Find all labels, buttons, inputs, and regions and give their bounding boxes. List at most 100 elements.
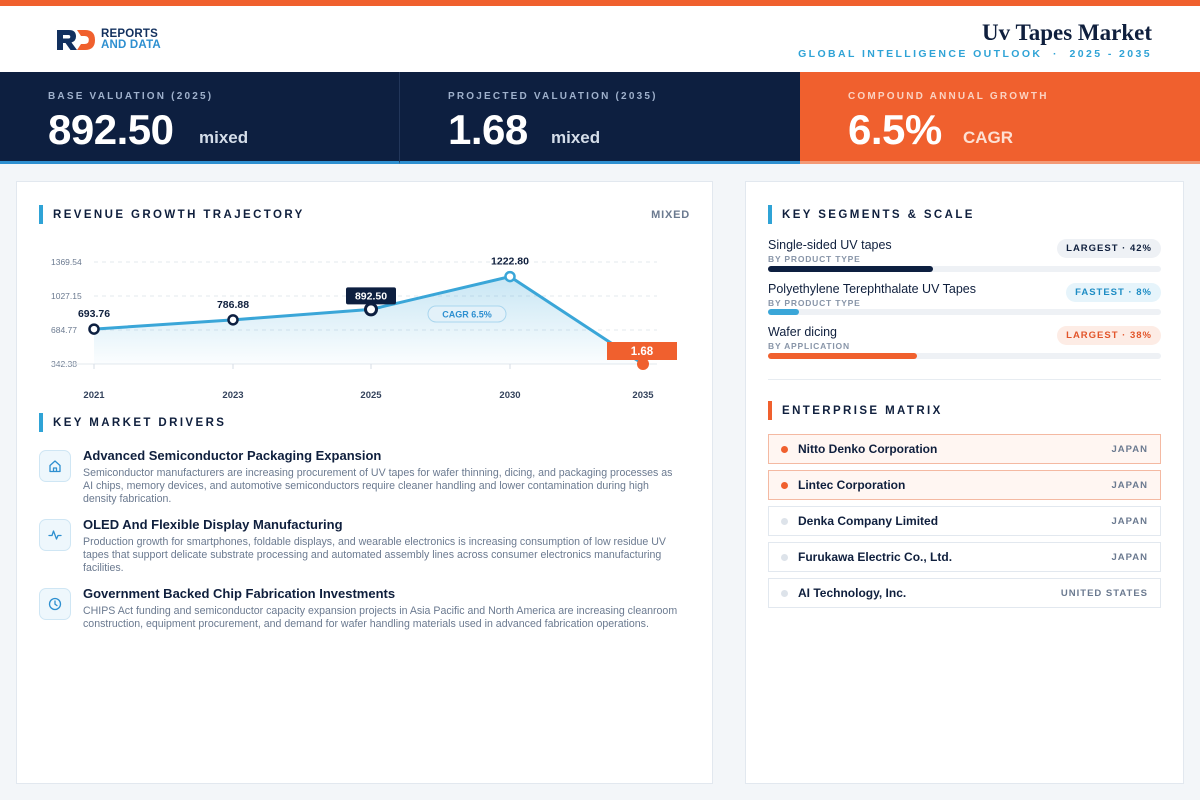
- logo: REPORTS AND DATA: [55, 28, 161, 52]
- segment-track: [768, 266, 1161, 272]
- kpi-cagr: COMPOUND ANNUAL GROWTH 6.5% CAGR: [800, 72, 1200, 164]
- company-country: JAPAN: [1111, 480, 1148, 491]
- logo-line-2: AND DATA: [101, 39, 161, 51]
- status-dot: [781, 554, 788, 561]
- segment-badge: LARGEST · 38%: [1057, 326, 1161, 345]
- driver-text: CHIPS Act funding and semiconductor capa…: [83, 605, 678, 630]
- building-icon: [39, 450, 71, 482]
- section-title: KEY MARKET DRIVERS: [53, 416, 227, 429]
- segment-track: [768, 353, 1161, 359]
- company-name: Lintec Corporation: [798, 478, 906, 492]
- driver-text: Production growth for smartphones, folda…: [83, 536, 666, 574]
- company-country: UNITED STATES: [1060, 588, 1148, 599]
- x-tick-label: 2023: [222, 390, 243, 401]
- section-title: REVENUE GROWTH TRAJECTORY: [53, 208, 305, 221]
- data-point: [504, 270, 516, 283]
- segment-category: BY PRODUCT TYPE: [768, 298, 861, 308]
- segment-name: Polyethylene Terephthalate UV Tapes: [768, 282, 977, 296]
- section-accent: [768, 205, 772, 224]
- section-accent: [39, 205, 43, 224]
- driver-item: Advanced Semiconductor Packaging Expansi…: [39, 448, 679, 506]
- unit-tag: MIXED: [651, 209, 690, 221]
- kpi-value: 6.5%: [848, 106, 942, 153]
- revenue-section-header: REVENUE GROWTH TRAJECTORY: [39, 205, 305, 224]
- kpi-unit: mixed: [199, 128, 249, 147]
- section-title: KEY SEGMENTS & SCALE: [782, 208, 975, 221]
- segment-track: [768, 309, 1161, 315]
- x-tick-label: 2025: [360, 390, 382, 401]
- data-point: [364, 302, 378, 317]
- data-label: 1.68: [631, 346, 654, 358]
- enterprise-row[interactable]: Denka Company Limited JAPAN: [768, 506, 1161, 536]
- kpi-base-valuation: BASE VALUATION (2025) 892.50 mixed: [0, 72, 400, 164]
- value-label-box: [607, 342, 677, 360]
- segment-bar: [768, 266, 933, 272]
- data-label: 1222.80: [491, 256, 529, 268]
- data-point: [88, 323, 100, 335]
- status-dot: [781, 590, 788, 597]
- data-point: [637, 358, 649, 370]
- drivers-section-header: KEY MARKET DRIVERS: [39, 413, 226, 432]
- segment-name: Wafer dicing: [768, 325, 838, 339]
- logo-mark-icon: [57, 30, 95, 50]
- right-panel: KEY SEGMENTS & SCALE Single-sided UV tap…: [745, 181, 1184, 784]
- section-accent: [768, 401, 772, 420]
- x-tick-label: 2021: [83, 390, 105, 401]
- kpi-label: BASE VALUATION (2025): [48, 91, 214, 102]
- segment-category: BY APPLICATION: [768, 341, 850, 351]
- enterprise-row[interactable]: AI Technology, Inc. UNITED STATES: [768, 578, 1161, 608]
- driver-item: OLED And Flexible Display Manufacturing …: [39, 517, 679, 575]
- segment-badge: FASTEST · 8%: [1066, 283, 1161, 302]
- company-country: JAPAN: [1111, 516, 1148, 527]
- section-accent: [39, 413, 43, 432]
- data-label: 892.50: [355, 290, 387, 302]
- section-title: ENTERPRISE MATRIX: [782, 404, 943, 417]
- data-label: 786.88: [217, 299, 249, 311]
- segment-item: Polyethylene Terephthalate UV Tapes BY P…: [768, 282, 1161, 315]
- segments-section-header: KEY SEGMENTS & SCALE: [768, 205, 975, 224]
- segment-bar: [768, 353, 918, 359]
- company-name: Furukawa Electric Co., Ltd.: [798, 550, 953, 564]
- y-tick-label: 1369.54: [51, 257, 82, 267]
- enterprise-row[interactable]: Nitto Denko Corporation JAPAN: [768, 434, 1161, 464]
- driver-title: Advanced Semiconductor Packaging Expansi…: [83, 448, 382, 463]
- enterprise-section-header: ENTERPRISE MATRIX: [768, 401, 943, 420]
- driver-item: Government Backed Chip Fabrication Inves…: [39, 586, 679, 631]
- status-dot: [781, 518, 788, 525]
- company-country: JAPAN: [1111, 444, 1148, 455]
- driver-title: OLED And Flexible Display Manufacturing: [83, 517, 343, 532]
- company-name: Nitto Denko Corporation: [798, 442, 938, 456]
- top-accent-bar: [0, 0, 1200, 6]
- driver-title: Government Backed Chip Fabrication Inves…: [83, 586, 396, 601]
- cagr-annotation: CAGR 6.5%: [427, 305, 507, 323]
- company-country: JAPAN: [1111, 552, 1148, 563]
- company-name: AI Technology, Inc.: [798, 586, 907, 600]
- kpi-label: COMPOUND ANNUAL GROWTH: [848, 91, 1049, 102]
- segment-badge: LARGEST · 42%: [1057, 239, 1161, 258]
- left-panel: REVENUE GROWTH TRAJECTORY MIXED 1369.54 1…: [16, 181, 713, 784]
- segment-bar: [768, 309, 800, 315]
- cagr-label: CAGR 6.5%: [442, 310, 492, 320]
- kpi-unit: CAGR: [963, 128, 1014, 147]
- status-dot: [781, 482, 788, 489]
- enterprise-row[interactable]: Lintec Corporation JAPAN: [768, 470, 1161, 500]
- data-point: [227, 314, 239, 326]
- kpi-value: 892.50: [48, 106, 174, 153]
- driver-text: Semiconductor manufacturers are increasi…: [83, 467, 673, 505]
- pulse-icon: [39, 519, 71, 551]
- x-tick-label: 2035: [632, 390, 654, 401]
- area-fill: [94, 276, 643, 364]
- y-tick-label: 684.77: [51, 325, 77, 335]
- page-title: Uv Tapes Market: [982, 20, 1152, 45]
- divider: [768, 379, 1161, 380]
- kpi-unit: mixed: [551, 128, 601, 147]
- clock-icon: [39, 588, 71, 620]
- segment-name: Single-sided UV tapes: [768, 238, 892, 252]
- enterprise-row[interactable]: Furukawa Electric Co., Ltd. JAPAN: [768, 542, 1161, 572]
- company-name: Denka Company Limited: [798, 514, 939, 528]
- drivers-list: Advanced Semiconductor Packaging Expansi…: [39, 448, 679, 631]
- segment-item: Single-sided UV tapes BY PRODUCT TYPE LA…: [768, 238, 1161, 272]
- kpi-value: 1.68: [448, 106, 528, 153]
- page-subtitle: GLOBAL INTELLIGENCE OUTLOOK · 2025 - 203…: [798, 48, 1152, 60]
- data-label: 693.76: [78, 308, 110, 320]
